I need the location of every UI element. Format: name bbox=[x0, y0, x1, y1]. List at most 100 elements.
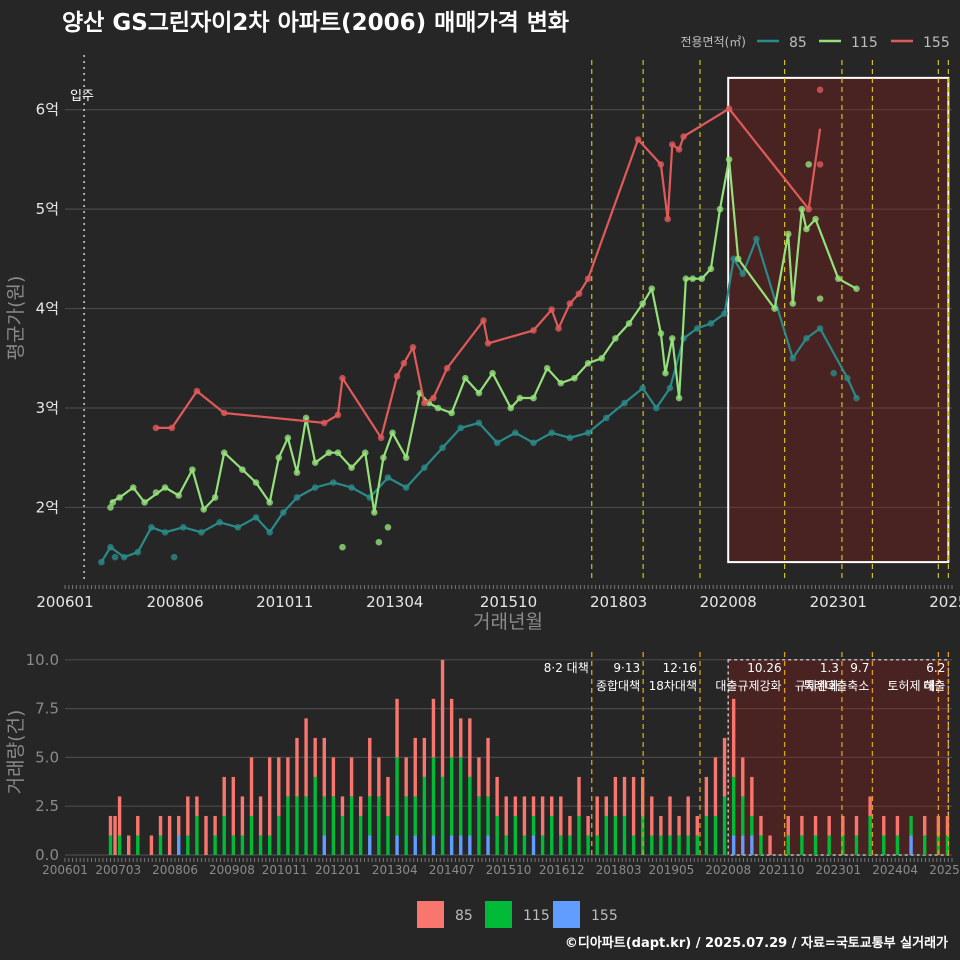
volume-bar bbox=[613, 776, 618, 816]
volume-bar bbox=[440, 659, 445, 777]
y-tick-label: 2억 bbox=[36, 498, 59, 516]
bottom-legend-label-155: 155 bbox=[591, 908, 618, 924]
volume-bar bbox=[340, 796, 345, 816]
point-155 bbox=[152, 424, 160, 432]
volume-bar bbox=[177, 815, 181, 836]
volume-bar bbox=[386, 815, 390, 855]
volume-bar bbox=[559, 796, 563, 836]
volume-bar bbox=[704, 776, 709, 816]
volume-bar bbox=[909, 835, 913, 855]
y-tick-label: 3억 bbox=[36, 399, 59, 417]
volume-bar bbox=[349, 757, 354, 797]
volume-bar bbox=[331, 757, 336, 797]
volume-bar bbox=[368, 835, 372, 855]
x2-tick-label: 201201 bbox=[315, 863, 361, 877]
volume-bar bbox=[659, 815, 663, 836]
policy-name: 종합대책 bbox=[596, 678, 640, 693]
highlight-box bbox=[727, 76, 950, 564]
volume-bar bbox=[108, 835, 113, 855]
series-line-155 bbox=[156, 107, 822, 439]
volume-bar bbox=[322, 737, 326, 797]
volume-bar bbox=[631, 835, 636, 855]
policy-name: 대출 bbox=[923, 679, 945, 693]
volume-bar bbox=[304, 718, 308, 797]
volume-bar bbox=[222, 776, 226, 816]
volume-bar bbox=[431, 835, 436, 855]
volume-bar bbox=[923, 835, 927, 855]
volume-bar bbox=[731, 835, 736, 855]
bottom-legend-swatch-155 bbox=[553, 901, 580, 928]
volume-bar bbox=[468, 835, 472, 855]
y-tick-label: 6억 bbox=[36, 101, 59, 119]
x2-tick-label: 202110 bbox=[759, 863, 805, 877]
point-115 bbox=[375, 538, 383, 546]
volume-bar bbox=[613, 815, 618, 855]
volume-bar bbox=[368, 796, 372, 836]
x-tick-label: 201304 bbox=[366, 593, 423, 611]
policy-name: 18차대책 bbox=[649, 678, 697, 693]
volume-bar bbox=[731, 776, 736, 836]
volume-bar bbox=[240, 796, 245, 836]
policy-date: 8·2 대책 bbox=[544, 660, 589, 675]
volume-bar bbox=[531, 815, 536, 836]
legend-label-115: 115 bbox=[851, 35, 878, 51]
volume-bar bbox=[559, 835, 563, 855]
top-legend-title: 전용면적(㎡) bbox=[680, 35, 746, 49]
volume-bar bbox=[449, 835, 454, 855]
bottom-legend-label-85: 85 bbox=[455, 908, 473, 924]
x2-tick-label: 200908 bbox=[209, 863, 255, 877]
volume-bar bbox=[895, 835, 900, 855]
volume-bar bbox=[486, 835, 490, 855]
volume-bar bbox=[377, 796, 381, 855]
volume-bar bbox=[577, 776, 581, 816]
policy-name: 특례대출축소 bbox=[803, 679, 869, 693]
x-tick-label: 200806 bbox=[146, 593, 203, 611]
x-tick-label: 201011 bbox=[256, 593, 313, 611]
volume-bar bbox=[586, 815, 590, 836]
volume-bar bbox=[108, 815, 113, 836]
x-tick-label: 201803 bbox=[590, 593, 647, 611]
volume-bar bbox=[750, 835, 754, 855]
volume-bar bbox=[677, 835, 681, 855]
volume-bar bbox=[195, 796, 199, 816]
policy-date: 10.26 bbox=[747, 661, 781, 675]
chart-title: 양산 GS그린자이2차 아파트(2006) 매매가격 변화 bbox=[62, 10, 569, 36]
series-line-85 bbox=[100, 237, 858, 563]
volume-bar bbox=[945, 835, 950, 855]
volume-bar bbox=[395, 835, 399, 855]
volume-bar bbox=[240, 835, 245, 855]
x-tick-label: 2025 bbox=[929, 593, 960, 611]
volume-bar bbox=[868, 796, 872, 816]
volume-bar bbox=[827, 835, 831, 855]
volume-bar bbox=[650, 835, 654, 855]
x2-tick-label: 20250 bbox=[929, 863, 960, 877]
y2-tick-label: 5.0 bbox=[35, 748, 59, 766]
volume-bar bbox=[295, 796, 299, 855]
volume-bar bbox=[586, 835, 590, 855]
point-115 bbox=[816, 295, 824, 302]
volume-bar bbox=[295, 737, 299, 797]
y2-tick-label: 7.5 bbox=[35, 700, 59, 718]
policy-date: 6.2 bbox=[926, 661, 945, 675]
point-85 bbox=[830, 369, 838, 377]
x-tick-label: 202301 bbox=[810, 593, 867, 611]
volume-bar bbox=[909, 815, 913, 836]
y2-tick-label: 10.0 bbox=[26, 651, 59, 669]
volume-bar bbox=[459, 757, 463, 836]
bottom-legend-swatch-115 bbox=[485, 901, 512, 928]
volume-bar bbox=[126, 835, 131, 855]
volume-bar bbox=[322, 835, 326, 855]
y-tick-label: 4억 bbox=[36, 300, 59, 318]
volume-bar bbox=[213, 835, 217, 855]
volume-bar bbox=[741, 796, 745, 836]
volume-bar bbox=[923, 815, 927, 836]
x2-tick-label: 200703 bbox=[95, 863, 141, 877]
volume-bar bbox=[286, 796, 290, 855]
point-155 bbox=[816, 86, 824, 94]
volume-bar bbox=[550, 815, 554, 855]
volume-bar bbox=[650, 796, 654, 836]
volume-bar bbox=[522, 796, 527, 836]
volume-bar bbox=[422, 776, 427, 855]
volume-panel: 0.0 2.5 5.0 7.5 10.0 8·2 대책 9·13 종합대책 12·16 18차대책… bbox=[5, 651, 960, 877]
